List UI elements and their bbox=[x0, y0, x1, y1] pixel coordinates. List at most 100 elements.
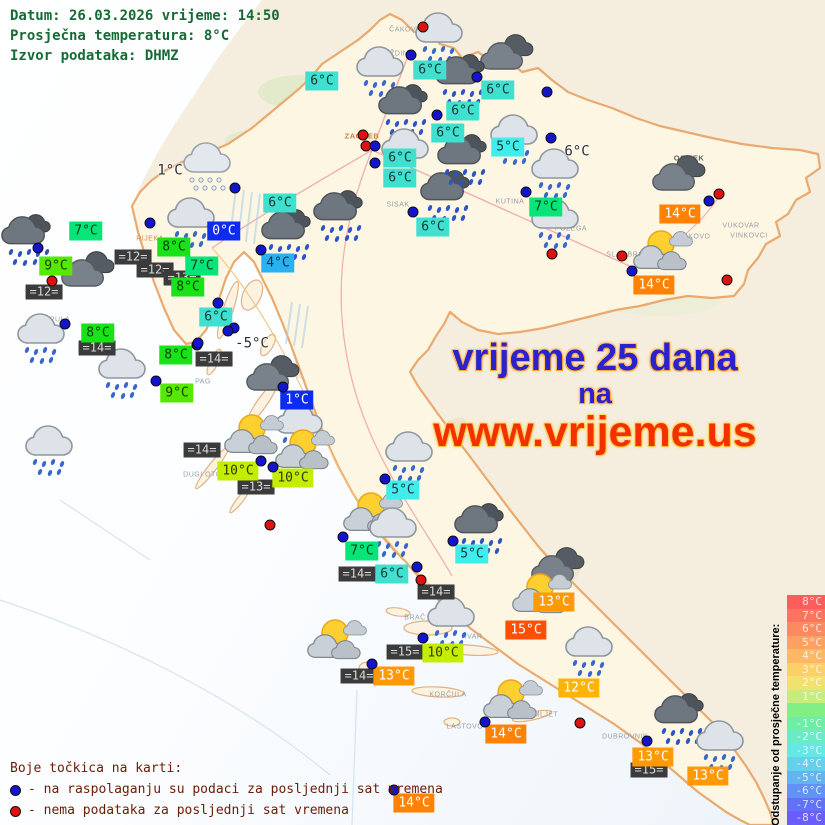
scale-step: 2°C bbox=[787, 676, 825, 690]
map-city-label: KORČULA bbox=[429, 691, 467, 699]
temp-label: 13°C bbox=[687, 766, 729, 786]
blue-station-dot bbox=[255, 455, 267, 467]
blue-station-dot bbox=[379, 473, 391, 485]
temp-label: 8°C bbox=[171, 277, 205, 297]
blue-station-dot bbox=[405, 49, 417, 61]
wind-badge: =14= bbox=[340, 668, 378, 684]
blue-station-dot bbox=[411, 561, 423, 573]
blue-station-dot bbox=[144, 217, 156, 229]
temp-label: 13°C bbox=[533, 592, 575, 612]
legend-item-text: - nema podataka za posljednji sat vremen… bbox=[28, 803, 349, 818]
red-station-dot bbox=[46, 275, 58, 287]
temp-label: -5°C bbox=[235, 335, 269, 352]
red-station-dot bbox=[264, 519, 276, 531]
temp-label: 14°C bbox=[393, 793, 435, 813]
header-date-line: Datum: 26.03.2026 vrijeme: 14:50 bbox=[10, 8, 280, 24]
wind-badge: =12= bbox=[114, 249, 152, 265]
blue-station-dot bbox=[267, 461, 279, 473]
temp-label: 6°C bbox=[416, 217, 450, 237]
legend-dot-icon bbox=[10, 805, 21, 817]
temp-label: 14°C bbox=[485, 724, 527, 744]
temp-label: 1°C bbox=[280, 390, 314, 410]
red-station-dot bbox=[417, 21, 429, 33]
temp-label: 13°C bbox=[632, 747, 674, 767]
legend-dot-icon bbox=[10, 784, 21, 796]
watermark-line2: na bbox=[578, 378, 612, 410]
wind-badge: =14= bbox=[338, 566, 376, 582]
temp-label: 9°C bbox=[160, 383, 194, 403]
map-city-label: HVAR bbox=[461, 633, 483, 641]
map-city-label: ĐAKOVO bbox=[677, 233, 711, 241]
watermark-url-link[interactable]: www.vrijeme.us bbox=[433, 408, 757, 456]
blue-station-dot bbox=[277, 381, 289, 393]
blue-station-dot bbox=[520, 186, 532, 198]
blue-station-dot bbox=[417, 632, 429, 644]
temp-label: 8°C bbox=[159, 345, 193, 365]
temp-label: 10°C bbox=[217, 461, 259, 481]
scale-step: -6°C bbox=[787, 784, 825, 798]
scale-step: 8°C bbox=[787, 595, 825, 609]
red-station-dot bbox=[546, 248, 558, 260]
map-city-label: SISAK bbox=[386, 201, 410, 209]
legend-item: - nema podataka za posljednji sat vremen… bbox=[10, 803, 443, 819]
temp-label: 5°C bbox=[491, 137, 525, 157]
scale-step: 7°C bbox=[787, 608, 825, 622]
red-station-dot bbox=[574, 717, 586, 729]
blue-station-dot bbox=[222, 325, 234, 337]
blue-station-dot bbox=[212, 297, 224, 309]
map-city-label: MLJET bbox=[533, 711, 559, 719]
blue-station-dot bbox=[369, 157, 381, 169]
scale-step: -5°C bbox=[787, 770, 825, 784]
blue-station-dot bbox=[32, 242, 44, 254]
blue-station-dot bbox=[545, 132, 557, 144]
wind-badge: =14= bbox=[78, 340, 116, 356]
temp-label: 14°C bbox=[659, 204, 701, 224]
temp-label: 7°C bbox=[185, 256, 219, 276]
blue-station-dot bbox=[229, 182, 241, 194]
temp-label: 6°C bbox=[431, 123, 465, 143]
blue-station-dot bbox=[471, 71, 483, 83]
red-station-dot bbox=[415, 574, 427, 586]
dot-color-legend: Boje točkica na karti: - na raspolaganju… bbox=[10, 761, 443, 819]
temp-label: 6°C bbox=[375, 564, 409, 584]
wind-badge: =12= bbox=[25, 284, 63, 300]
temp-label: 8°C bbox=[81, 323, 115, 343]
temp-label: 6°C bbox=[481, 80, 515, 100]
scale-step: -1°C bbox=[787, 716, 825, 730]
blue-station-dot bbox=[192, 337, 204, 349]
blue-station-dot bbox=[366, 658, 378, 670]
map-city-label: DUGI OTOK bbox=[183, 471, 227, 479]
scale-step: 3°C bbox=[787, 662, 825, 676]
scale-step: -3°C bbox=[787, 743, 825, 757]
scale-title: Odstupanje od prosječne temperature: bbox=[770, 623, 782, 825]
blue-station-dot bbox=[447, 535, 459, 547]
temp-label: 13°C bbox=[373, 666, 415, 686]
temp-label: 5°C bbox=[455, 544, 489, 564]
scale-step: -7°C bbox=[787, 797, 825, 811]
blue-station-dot bbox=[369, 140, 381, 152]
red-station-dot bbox=[713, 188, 725, 200]
header-data-source: Izvor podataka: DHMZ bbox=[10, 48, 179, 64]
wind-badge: =13= bbox=[237, 479, 275, 495]
temperature-deviation-scale: 8°C 7°C 6°C 5°C 4°C 3°C 2°C 1°C -1°C -2°C -3°C -4°C… bbox=[787, 595, 825, 825]
map-city-label: PAG bbox=[195, 378, 211, 386]
scale-step bbox=[787, 703, 825, 717]
scale-step: -2°C bbox=[787, 730, 825, 744]
temp-label: 12°C bbox=[558, 678, 600, 698]
scale-step: 5°C bbox=[787, 635, 825, 649]
temp-label: 6°C bbox=[305, 71, 339, 91]
scale-step: 1°C bbox=[787, 689, 825, 703]
legend-item-text: - na raspolaganju su podaci za posljednj… bbox=[28, 782, 443, 797]
temp-label: 6°C bbox=[199, 307, 233, 327]
map-city-label: DUBROVNIK bbox=[601, 733, 649, 741]
scale-step: 6°C bbox=[787, 622, 825, 636]
temp-label: 10°C bbox=[422, 643, 464, 663]
map-city-label: KUTINA bbox=[495, 198, 525, 206]
temp-label: 9°C bbox=[39, 256, 73, 276]
map-city-label: VUKOVAR bbox=[722, 222, 760, 230]
temp-label: 6°C bbox=[446, 101, 480, 121]
temp-label: 10°C bbox=[272, 468, 314, 488]
blue-station-dot bbox=[337, 531, 349, 543]
map-city-label: SLAV.BROD bbox=[606, 251, 650, 259]
